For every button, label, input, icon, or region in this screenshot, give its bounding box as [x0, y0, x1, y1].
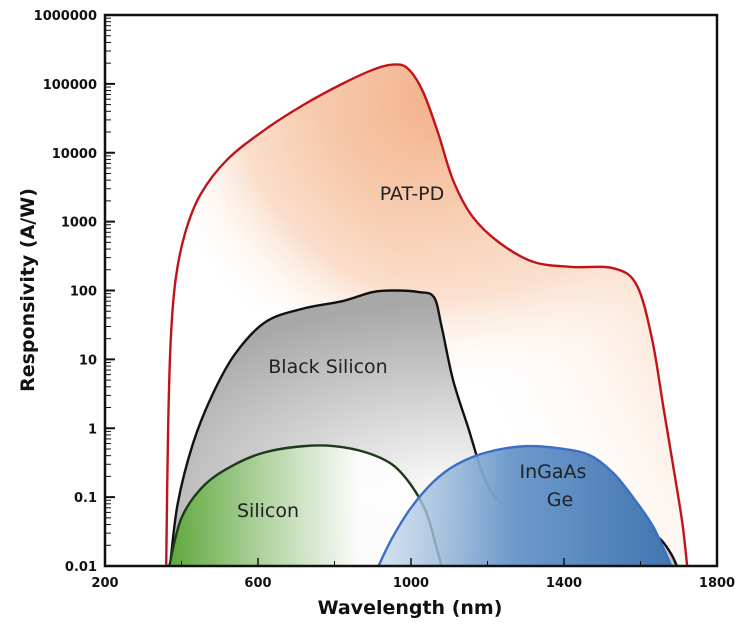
y-tick-label: 1 [88, 422, 97, 437]
x-tick-label: 1800 [699, 576, 735, 591]
y-axis-label: Responsivity (A/W) [17, 188, 39, 392]
x-tick-label: 1000 [393, 576, 429, 591]
y-tick-label: 1000 [61, 216, 97, 231]
annotation-silicon: Silicon [237, 500, 299, 522]
annotation-pat-pd: PAT-PD [380, 183, 445, 205]
x-axis-label: Wavelength (nm) [318, 597, 503, 619]
y-tick-label: 100 [70, 285, 97, 300]
y-tick-label: 10000 [52, 147, 97, 162]
y-tick-label: 0.1 [74, 491, 97, 506]
x-tick-label: 1400 [546, 576, 582, 591]
y-tick-label: 100000 [43, 78, 97, 93]
y-tick-label: 10 [79, 353, 97, 368]
series-fill-silicon [169, 445, 442, 566]
series-line-pat-pd [165, 63, 689, 567]
series-line-ingaas-ge [377, 444, 673, 567]
series-fill-ingaas-ge [378, 446, 672, 566]
annotation-ge: Ge [547, 489, 573, 511]
x-tick-label: 200 [91, 576, 118, 591]
x-tick-label: 600 [244, 576, 271, 591]
annotation-black-silicon: Black Silicon [268, 356, 387, 378]
y-tick-label: 1000000 [34, 9, 97, 24]
annotation-ingaas: InGaAs [520, 461, 587, 483]
y-tick-label: 0.01 [65, 560, 97, 575]
